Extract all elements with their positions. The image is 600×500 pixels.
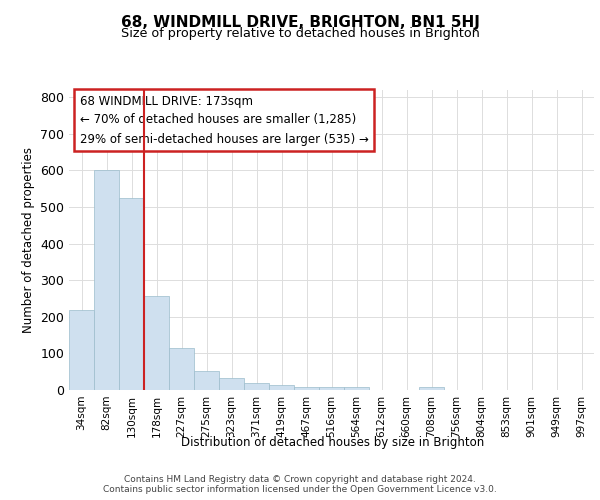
Bar [269, 385, 294, 390]
Bar [319, 386, 344, 390]
Bar [94, 170, 119, 390]
Bar [219, 378, 244, 390]
Text: 68 WINDMILL DRIVE: 173sqm
← 70% of detached houses are smaller (1,285)
29% of se: 68 WINDMILL DRIVE: 173sqm ← 70% of detac… [79, 94, 368, 146]
Bar [244, 383, 269, 390]
Bar [119, 198, 144, 390]
Bar [144, 296, 169, 390]
Text: Size of property relative to detached houses in Brighton: Size of property relative to detached ho… [121, 28, 479, 40]
Bar [194, 371, 219, 390]
Text: Contains HM Land Registry data © Crown copyright and database right 2024.: Contains HM Land Registry data © Crown c… [124, 474, 476, 484]
Y-axis label: Number of detached properties: Number of detached properties [22, 147, 35, 333]
Bar [344, 386, 369, 390]
Text: Contains public sector information licensed under the Open Government Licence v3: Contains public sector information licen… [103, 485, 497, 494]
Text: 68, WINDMILL DRIVE, BRIGHTON, BN1 5HJ: 68, WINDMILL DRIVE, BRIGHTON, BN1 5HJ [121, 15, 479, 30]
Bar [169, 348, 194, 390]
Bar [294, 386, 319, 390]
Text: Distribution of detached houses by size in Brighton: Distribution of detached houses by size … [181, 436, 485, 449]
Bar [69, 310, 94, 390]
Bar [419, 387, 444, 390]
